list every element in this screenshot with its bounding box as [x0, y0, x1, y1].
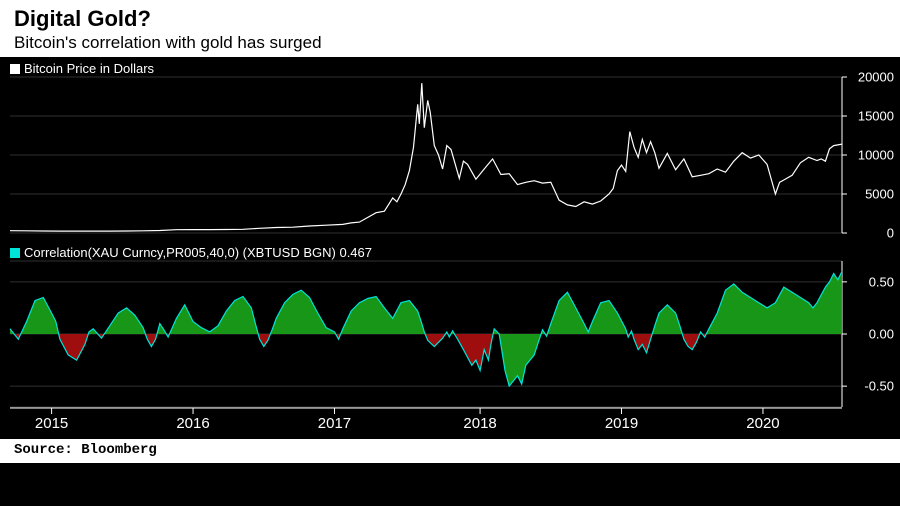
x-ticklabel: 2015 [35, 415, 68, 432]
legend-top: Bitcoin Price in Dollars [10, 61, 154, 76]
y-ticklabel: 5000 [865, 187, 894, 202]
area-chart-svg [0, 243, 900, 413]
legend-bottom-label: Correlation(XAU Curncy,PR005,40,0) (XBTU… [24, 245, 372, 260]
header: Digital Gold? Bitcoin's correlation with… [0, 0, 900, 57]
y-ticklabel: -0.50 [864, 379, 894, 394]
legend-marker-icon [10, 64, 20, 74]
y-ticklabel: 0.00 [869, 327, 894, 342]
legend-top-label: Bitcoin Price in Dollars [24, 61, 154, 76]
x-ticklabel: 2019 [605, 415, 638, 432]
source-footer: Source: Bloomberg [0, 439, 900, 463]
y-ticklabel: 0 [887, 226, 894, 241]
y-ticklabel: 20000 [858, 70, 894, 85]
x-ticklabel: 2020 [746, 415, 779, 432]
x-ticklabel: 2018 [463, 415, 496, 432]
x-tickmarks-svg [0, 407, 900, 415]
legend-marker-icon [10, 248, 20, 258]
y-ticklabel: 15000 [858, 109, 894, 124]
line-chart-svg [0, 57, 900, 237]
chart-title: Digital Gold? [14, 6, 886, 32]
x-ticklabel: 2016 [176, 415, 209, 432]
y-ticklabel: 10000 [858, 148, 894, 163]
x-ticklabel: 2017 [318, 415, 351, 432]
x-axis: 2015 2016 2017 2018 2019 2020 [0, 413, 900, 439]
chart-subtitle: Bitcoin's correlation with gold has surg… [14, 33, 886, 53]
y-ticklabel: 0.50 [869, 274, 894, 289]
panel-bitcoin-price: Bitcoin Price in Dollars 050001000015000… [0, 57, 900, 237]
panel-correlation: Correlation(XAU Curncy,PR005,40,0) (XBTU… [0, 243, 900, 413]
legend-bottom: Correlation(XAU Curncy,PR005,40,0) (XBTU… [10, 245, 372, 260]
